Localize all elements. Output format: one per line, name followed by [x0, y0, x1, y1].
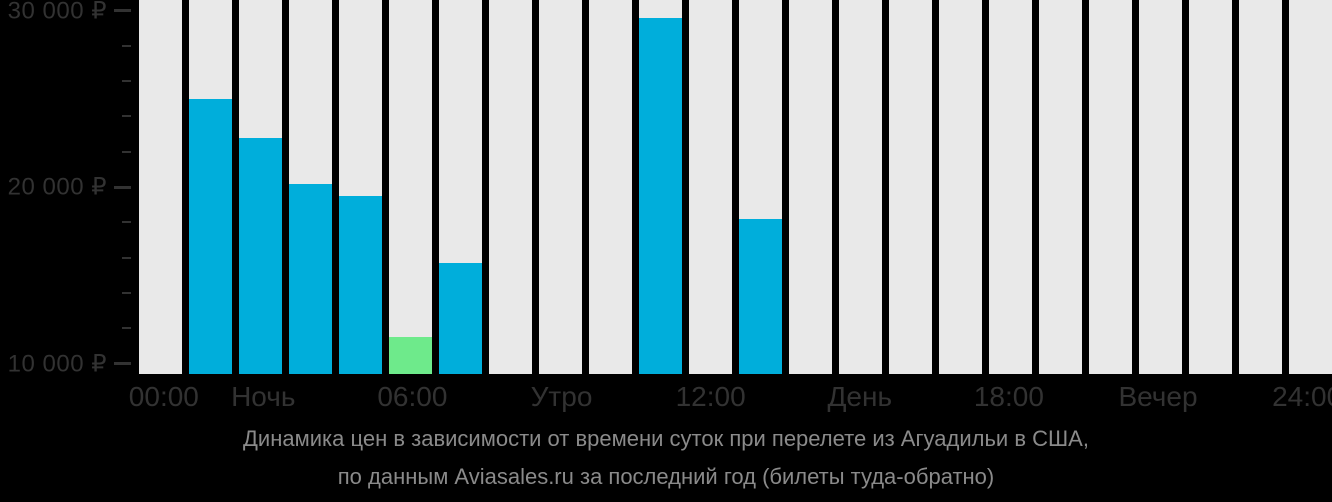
y-tick-30000 — [114, 9, 131, 12]
hour-column-13 — [789, 0, 832, 374]
hour-column-19 — [1089, 0, 1133, 374]
x-axis-label-17: 18:00 — [973, 381, 1044, 412]
x-axis-label-2: Ночь — [231, 381, 296, 412]
y-tick-26000 — [122, 80, 131, 83]
price-bar-01[interactable] — [189, 98, 232, 374]
y-axis: 30 000 ₽ 20 000 ₽ 10 000 ₽ — [0, 0, 139, 377]
caption-line-2: по данным Aviasales.ru за последний год … — [337, 464, 995, 489]
hour-column-17 — [989, 0, 1032, 374]
price-bar-06[interactable] — [439, 262, 482, 374]
x-axis-label-8: Утро — [530, 381, 593, 412]
y-tick-10000 — [114, 362, 131, 365]
hour-column-05 — [389, 0, 432, 374]
price-bar-02[interactable] — [239, 137, 282, 374]
hour-column-09 — [589, 0, 632, 374]
price-bar-04[interactable] — [339, 195, 382, 374]
x-axis-label-23: 24:00 — [1272, 381, 1332, 412]
hour-column-22 — [1239, 0, 1283, 374]
hour-column-10 — [639, 0, 682, 374]
price-bar-03[interactable] — [289, 183, 332, 374]
x-axis-label-14: День — [827, 381, 893, 412]
x-axis-label-20: Вечер — [1118, 381, 1198, 412]
hour-column-03 — [289, 0, 332, 374]
hour-column-15 — [889, 0, 932, 374]
y-tick-18000 — [122, 221, 131, 224]
y-tick-12000 — [122, 327, 131, 330]
y-tick-22000 — [122, 150, 131, 153]
hour-column-02 — [239, 0, 282, 374]
hour-column-23 — [1289, 0, 1332, 374]
x-axis-label-0: 00:00 — [128, 381, 199, 412]
hour-column-08 — [539, 0, 582, 374]
y-tick-16000 — [122, 256, 131, 259]
hour-column-11 — [689, 0, 732, 374]
y-tick-28000 — [122, 44, 131, 47]
hour-column-20 — [1139, 0, 1183, 374]
x-axis: 00:00 Ночь 06:00 Утро 12:00 День 18:00 Вечер 24:… — [129, 381, 1332, 413]
y-tick-14000 — [122, 291, 131, 294]
hour-column-12 — [739, 0, 782, 374]
hour-column-18 — [1039, 0, 1082, 374]
y-axis-label-20000: 20 000 ₽ — [7, 173, 107, 201]
hour-column-04 — [339, 0, 382, 374]
hour-column-21 — [1189, 0, 1233, 374]
y-axis-label-10000: 10 000 ₽ — [7, 350, 107, 377]
plot-area — [139, 0, 1332, 374]
y-tick-24000 — [122, 115, 131, 118]
hour-column-16 — [939, 0, 982, 374]
hour-column-14 — [839, 0, 882, 374]
x-axis-label-5: 06:00 — [377, 381, 448, 412]
x-axis-label-11: 12:00 — [675, 381, 746, 412]
y-tick-20000 — [114, 185, 131, 189]
hour-column-01 — [189, 0, 232, 374]
y-axis-label-30000: 30 000 ₽ — [7, 0, 107, 24]
hour-column-06 — [439, 0, 482, 374]
lowest-price-bar-05[interactable] — [389, 337, 432, 374]
price-bar-12[interactable] — [739, 218, 782, 374]
hour-column-07 — [489, 0, 532, 374]
caption-line-1: Динамика цен в зависимости от времени су… — [243, 426, 1089, 451]
price-bar-10[interactable] — [639, 17, 682, 374]
hour-column-00 — [139, 0, 182, 374]
chart-caption: Динамика цен в зависимости от времени су… — [0, 425, 1332, 491]
